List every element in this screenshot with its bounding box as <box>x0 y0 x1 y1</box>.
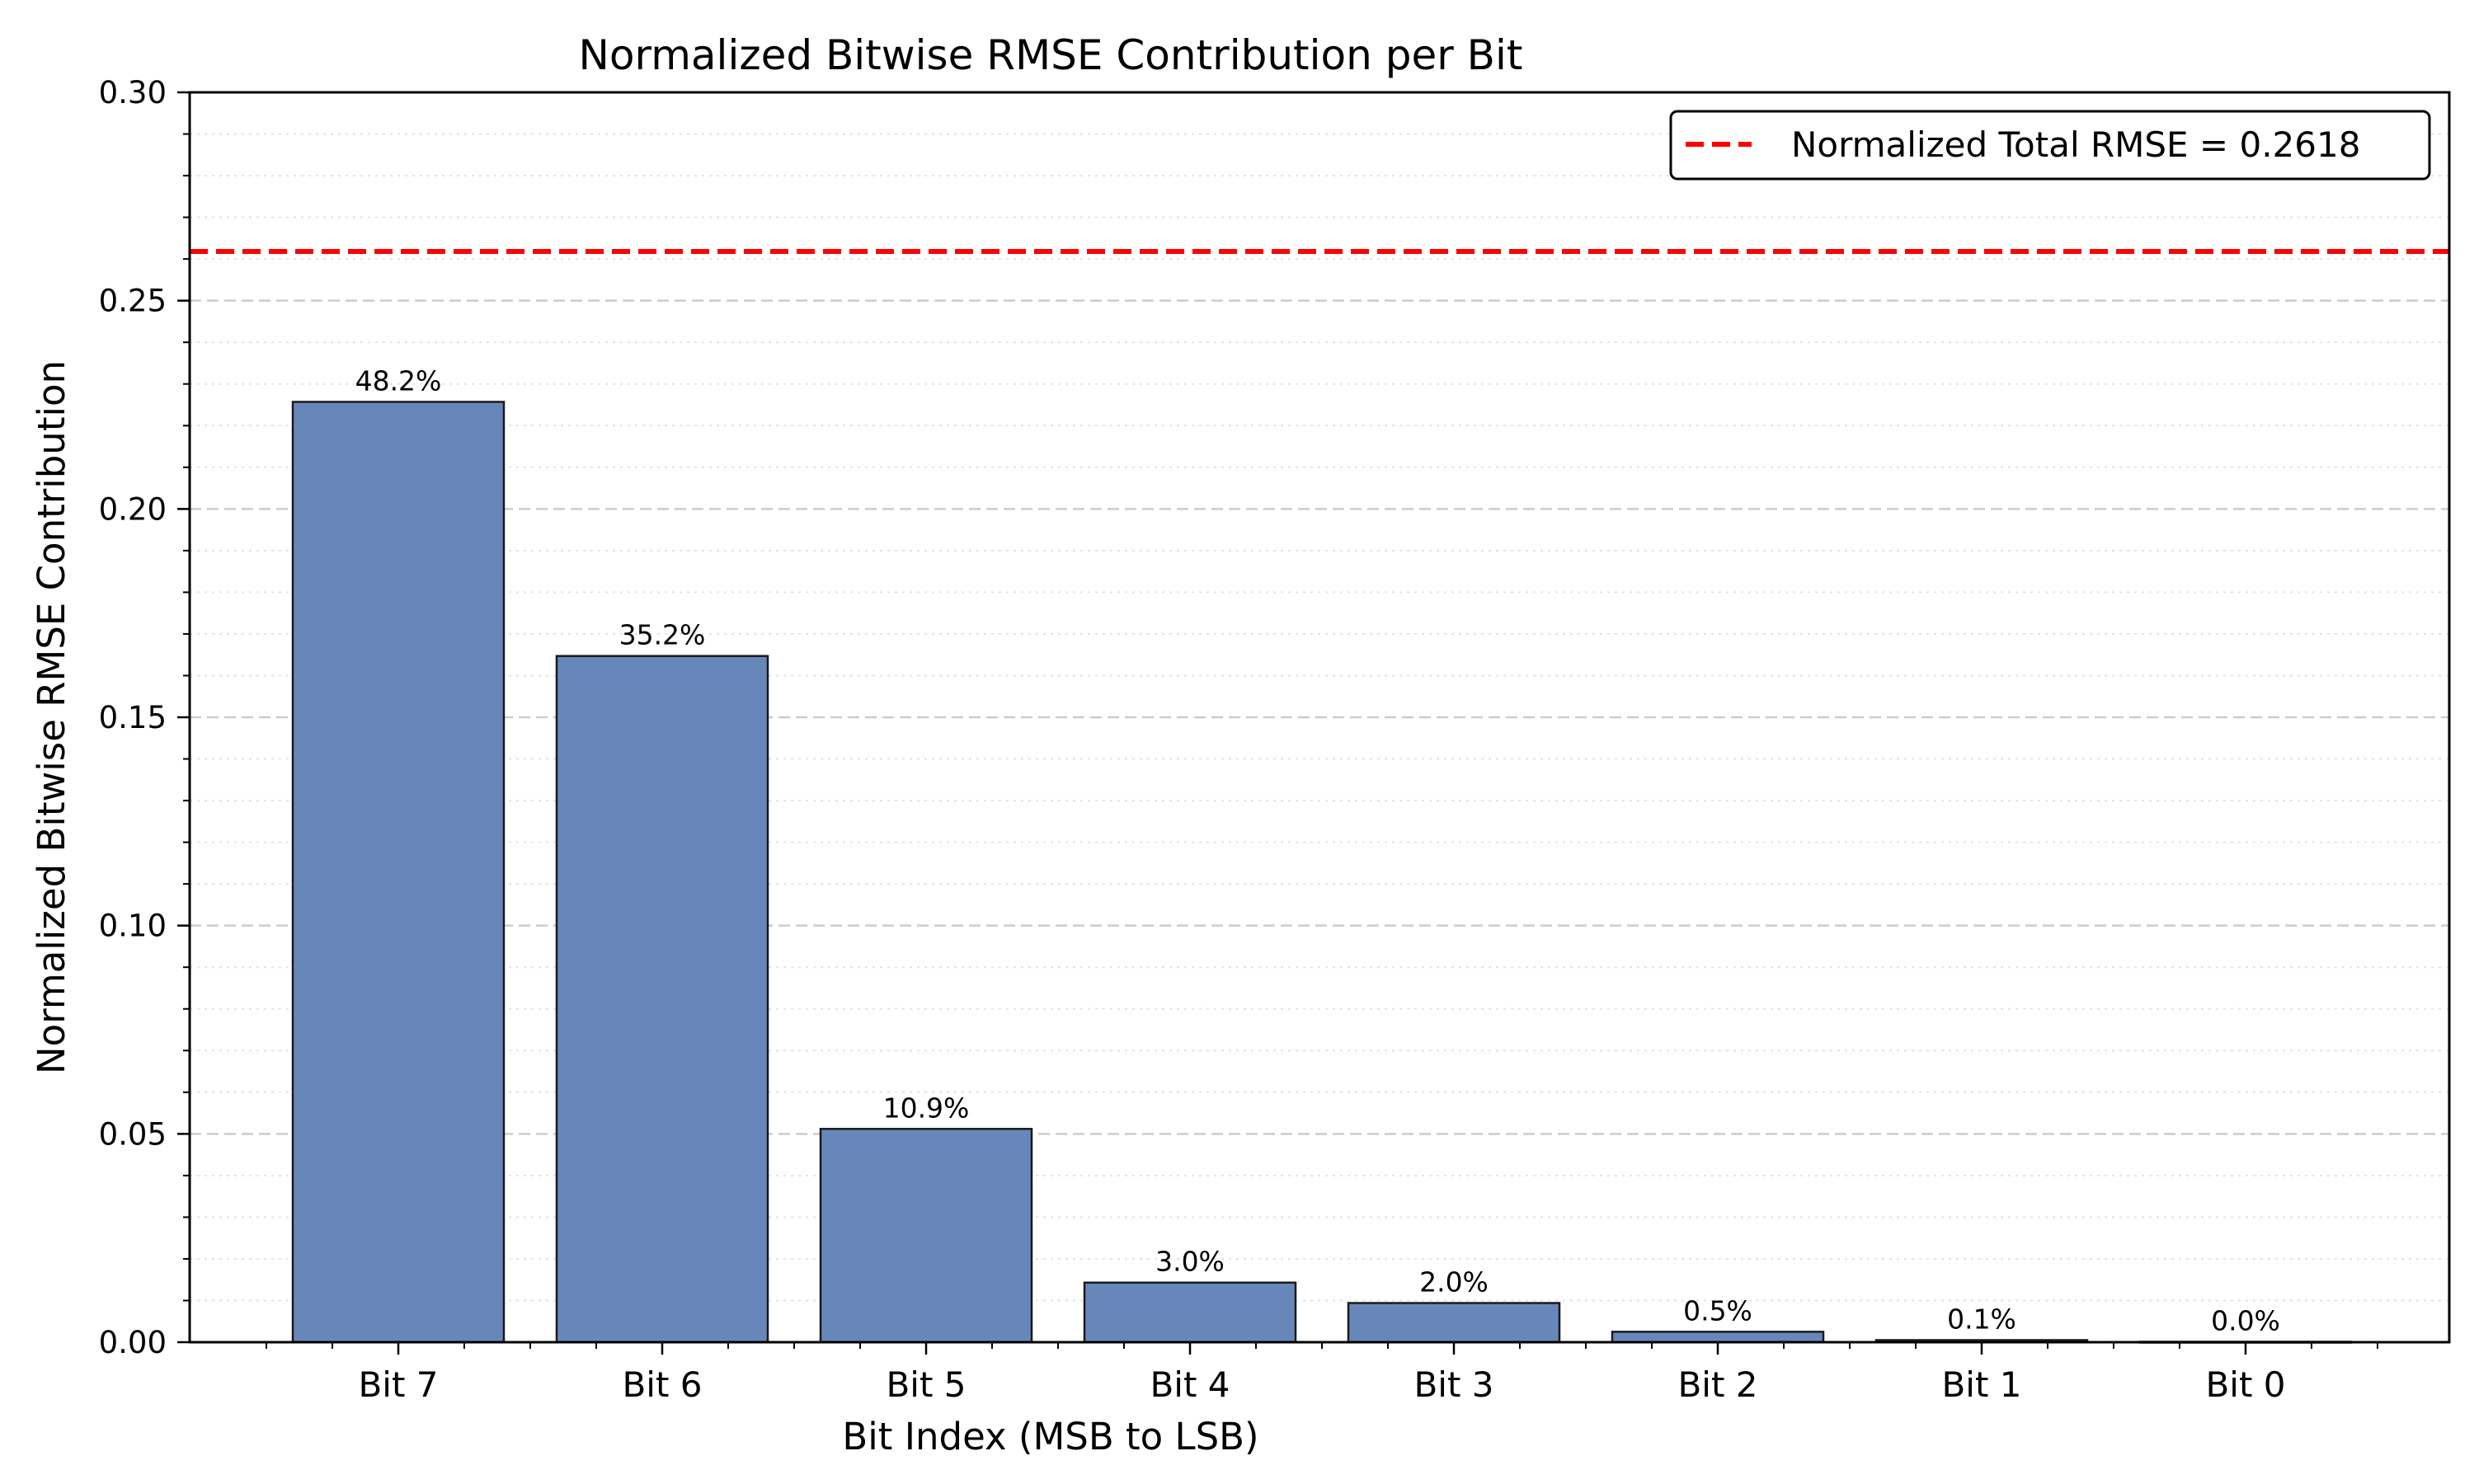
x-tick-label: Bit 0 <box>2205 1364 2285 1405</box>
x-tick-label: Bit 4 <box>1150 1364 1230 1405</box>
grid-lines <box>190 91 2449 1302</box>
bar-data-label: 0.0% <box>2211 1304 2280 1336</box>
x-tick-label: Bit 6 <box>622 1364 702 1405</box>
x-tick-label: Bit 1 <box>1941 1364 2021 1405</box>
bar-data-label: 0.1% <box>1947 1303 2016 1335</box>
legend: Normalized Total RMSE = 0.2618 <box>1669 110 2431 181</box>
chart-title: Normalized Bitwise RMSE Contribution per… <box>579 31 1523 79</box>
data-labels: 48.2% 35.2% 10.9% 3.0% 2.0% 0.5% 0.1% 0.0% <box>355 364 2280 1336</box>
y-tick-label: 0.05 <box>99 1116 167 1152</box>
y-tick-label: 0.20 <box>99 491 167 527</box>
y-tick-label: 0.10 <box>99 909 167 944</box>
bar <box>1083 1281 1297 1344</box>
y-tick-label: 0.00 <box>99 1325 167 1360</box>
legend-label: Normalized Total RMSE = 0.2618 <box>1791 124 2360 165</box>
x-tick-label: Bit 2 <box>1677 1364 1757 1405</box>
axes: 0.00 0.05 0.10 0.15 0.20 0.25 0.30 Bit 7 Bit 6 Bi… <box>99 75 2451 1405</box>
bar <box>1611 1331 1825 1344</box>
bars <box>291 401 2353 1344</box>
bar-data-label: 35.2% <box>619 619 706 651</box>
bar <box>555 655 769 1344</box>
y-tick-label: 0.15 <box>99 700 167 735</box>
x-tick-label: Bit 3 <box>1413 1364 1493 1405</box>
bar <box>819 1128 1033 1344</box>
y-tick-label: 0.30 <box>99 75 167 110</box>
x-axis-label: Bit Index (MSB to LSB) <box>842 1415 1258 1458</box>
bar-data-label: 2.0% <box>1419 1266 1489 1298</box>
x-tick-label: Bit 7 <box>358 1364 438 1405</box>
x-tick-label: Bit 5 <box>886 1364 966 1405</box>
bar-data-label: 10.9% <box>883 1092 970 1124</box>
y-tick-label: 0.25 <box>99 284 167 319</box>
bar-data-label: 0.5% <box>1683 1294 1752 1327</box>
bar <box>1347 1302 1561 1344</box>
y-axis-label: Normalized Bitwise RMSE Contribution <box>30 360 73 1074</box>
bar-data-label: 48.2% <box>355 364 442 397</box>
plot-frame <box>188 91 2451 1344</box>
bar <box>291 401 506 1344</box>
bar-data-label: 3.0% <box>1155 1246 1225 1278</box>
legend-box <box>1669 110 2431 181</box>
